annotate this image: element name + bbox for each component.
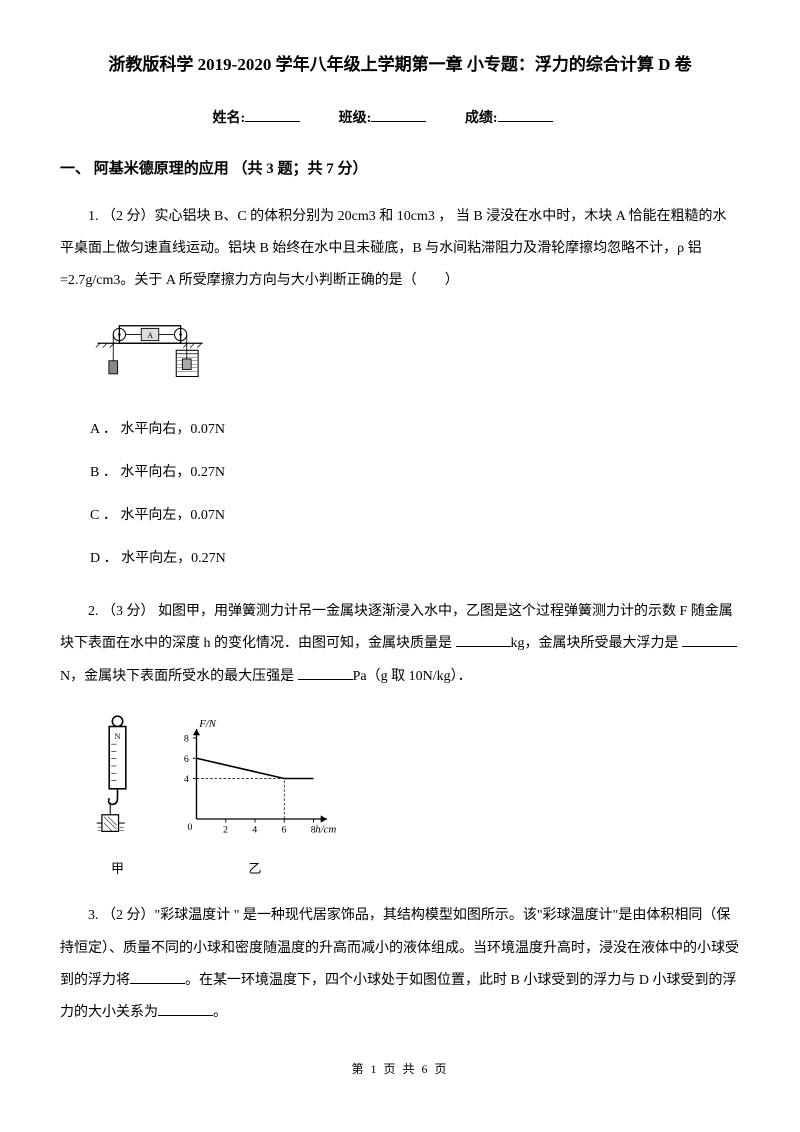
svg-text:8: 8 [311,824,316,835]
svg-text:A: A [147,331,153,340]
option-b: B ． 水平向右，0.27N [90,460,740,485]
question-2-text-3: N，金属块下表面所受水的最大压强是 [60,669,298,684]
question-1: 1. （2 分）实心铝块 B、C 的体积分别为 20cm3 和 10cm3 ， … [60,201,740,298]
score-blank[interactable] [498,108,553,122]
svg-text:4: 4 [252,824,257,835]
class-blank[interactable] [371,108,426,122]
page-footer: 第 1 页 共 6 页 [60,1059,740,1081]
question-2-text-2: kg，金属块所受最大浮力是 [511,636,683,651]
section-header: 一、 阿基米德原理的应用 （共 3 题；共 7 分） [60,156,740,183]
name-label: 姓名: [212,111,245,126]
question-3: 3. （2 分）"彩球温度计 " 是一种现代居家饰品，其结构模型如图所示。该"彩… [60,900,740,1029]
pulley-diagram: A [90,317,210,387]
spring-scale-figure: N 甲 [90,713,145,881]
name-blank[interactable] [245,108,300,122]
svg-text:F/N: F/N [198,718,217,730]
class-label: 班级: [339,111,372,126]
page-title: 浙教版科学 2019-2020 学年八年级上学期第一章 小专题：浮力的综合计算 … [60,50,740,81]
option-a: A ． 水平向右，0.07N [90,417,740,442]
figure-label-left: 甲 [90,857,145,880]
question-2-text-4: Pa（g 取 10N/kg）． [353,669,472,684]
question-3-text-3: 。 [213,1005,227,1020]
question-1-text: 1. （2 分）实心铝块 B、C 的体积分别为 20cm3 和 10cm3 ， … [60,201,740,298]
question-2-figure: N 甲 F/Nh [90,713,740,881]
svg-text:0: 0 [188,822,193,833]
blank-buoyancy[interactable] [682,633,737,647]
chart-figure: F/N h/cm 0 2 4 6 8 4 6 8 乙 [165,718,345,881]
blank-mass[interactable] [456,633,511,647]
svg-text:N: N [114,732,120,741]
score-label: 成绩: [465,111,498,126]
question-1-options: A ． 水平向右，0.07N B ． 水平向右，0.27N C ． 水平向左，0… [90,417,740,572]
svg-text:h/cm: h/cm [315,823,336,835]
svg-text:8: 8 [184,733,189,744]
figure-label-right: 乙 [165,857,345,880]
option-d: D ． 水平向左，0.27N [90,546,740,571]
svg-text:2: 2 [223,824,228,835]
svg-text:4: 4 [184,774,189,785]
question-1-figure: A [90,317,740,396]
svg-text:6: 6 [282,824,287,835]
blank-q3-2[interactable] [158,1002,213,1016]
svg-text:6: 6 [184,754,189,765]
blank-pressure[interactable] [298,666,353,680]
blank-q3-1[interactable] [130,970,185,984]
student-info-line: 姓名: 班级: 成绩: [60,106,740,131]
question-2: 2. （3 分） 如图甲，用弹簧测力计吊一金属块逐渐浸入水中，乙图是这个过程弹簧… [60,596,740,693]
option-c: C ． 水平向左，0.07N [90,503,740,528]
